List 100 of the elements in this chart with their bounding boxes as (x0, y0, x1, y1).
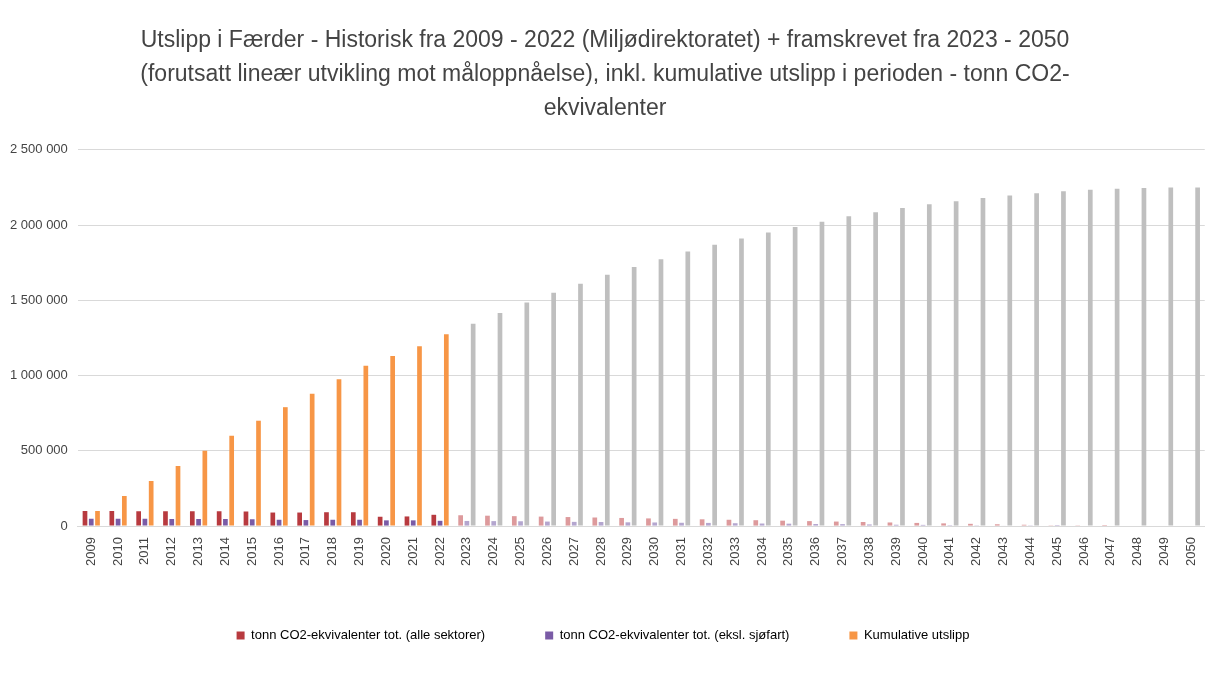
bar (551, 292, 556, 526)
x-tick-label: 2025 (512, 537, 528, 566)
bar (202, 450, 208, 526)
bar (619, 517, 624, 526)
bar (256, 420, 261, 526)
bar (437, 520, 443, 526)
x-tick-label: 2043 (995, 537, 1011, 566)
y-tick-label: 2 000 000 (9, 216, 68, 232)
bar (604, 274, 610, 526)
bar (598, 522, 604, 526)
chart-title: Utslipp i Færder - Historisk fra 2009 - 2022 (Miljødirektoratet) + framskrevet fra 2023 - 2050 (forutsatt lineær utvikling mot måloppnåelse), inkl. kumulative utslipp i perioden - tonn CO2-ekvivalenter (139, 25, 1071, 122)
bar (390, 356, 396, 526)
x-tick-label: 2042 (968, 537, 984, 566)
bar (545, 521, 550, 526)
bar (518, 521, 523, 526)
bar (739, 238, 744, 526)
bar (491, 521, 497, 526)
bar (900, 208, 905, 526)
bar (578, 283, 583, 526)
bar (95, 511, 100, 526)
x-tick-label: 2023 (458, 537, 474, 566)
bar (410, 520, 416, 526)
bar (216, 511, 222, 526)
x-tick-label: 2013 (190, 537, 206, 566)
x-tick-label: 2049 (1156, 537, 1172, 566)
bar (732, 523, 738, 526)
x-tick-label: 2026 (538, 537, 554, 566)
bar (592, 517, 598, 526)
bar (148, 480, 154, 526)
bar (753, 520, 759, 526)
bar (223, 519, 228, 526)
bar (136, 511, 141, 526)
bar (780, 520, 785, 526)
bar (404, 516, 410, 526)
bar (270, 512, 276, 526)
bar (88, 518, 94, 526)
bar (189, 511, 195, 526)
x-tick-label: 2024 (485, 537, 501, 566)
x-tick-label: 2021 (404, 537, 420, 566)
x-tick-label: 2034 (753, 537, 769, 566)
bar (511, 516, 517, 526)
bar (309, 393, 315, 526)
bar (706, 522, 711, 526)
bar (571, 521, 577, 526)
bar (712, 244, 717, 526)
x-tick-label: 2010 (109, 537, 125, 566)
bar (229, 435, 235, 526)
bar (350, 512, 356, 526)
x-tick-label: 2045 (1048, 537, 1064, 566)
bar (357, 519, 362, 526)
x-tick-label: 2046 (1075, 537, 1091, 566)
bar (384, 520, 389, 526)
x-tick-label: 2022 (431, 537, 447, 566)
x-tick-label: 2016 (270, 537, 286, 566)
x-tick-label: 2047 (1102, 537, 1118, 566)
bar (941, 523, 946, 526)
bar (926, 204, 932, 526)
bar (109, 511, 115, 526)
bar (873, 212, 878, 526)
bar (887, 522, 893, 526)
x-tick-label: 2038 (860, 537, 876, 566)
bar (679, 522, 684, 526)
bar (672, 518, 678, 526)
x-tick-label: 2044 (1021, 537, 1037, 566)
x-tick-label: 2033 (726, 537, 742, 566)
bar (282, 407, 288, 526)
bar (625, 522, 631, 526)
bar (914, 522, 920, 526)
x-tick-label: 2012 (163, 537, 179, 566)
bar (524, 302, 530, 526)
bar (330, 519, 336, 526)
bar (1168, 187, 1174, 526)
y-tick-label: 1 500 000 (9, 291, 68, 307)
x-tick-label: 2017 (297, 537, 313, 566)
bar (243, 511, 249, 526)
bar (1195, 187, 1200, 526)
x-tick-label: 2035 (780, 537, 796, 566)
bar (646, 518, 651, 526)
bar (765, 232, 771, 526)
y-tick-label: 0 (60, 517, 68, 533)
legend-label: tonn CO2-ekvivalenter tot. (eksl. sjøfart) (559, 627, 790, 643)
y-tick-label: 1 000 000 (9, 367, 68, 383)
bar (297, 512, 302, 526)
x-tick-label: 2011 (136, 537, 152, 566)
bar (121, 495, 127, 526)
bar (249, 519, 255, 526)
x-tick-label: 2031 (673, 537, 689, 566)
bar (1007, 195, 1013, 526)
bar (1034, 193, 1039, 526)
bar (860, 522, 866, 526)
bar (363, 365, 369, 526)
x-tick-label: 2028 (592, 537, 608, 566)
bar (324, 512, 329, 526)
bar (699, 519, 705, 526)
bar (565, 517, 571, 526)
x-tick-label: 2040 (914, 537, 930, 566)
bar (652, 522, 658, 526)
bar (458, 515, 463, 526)
x-tick-label: 2027 (565, 537, 581, 566)
x-tick-label: 2048 (1129, 537, 1145, 566)
